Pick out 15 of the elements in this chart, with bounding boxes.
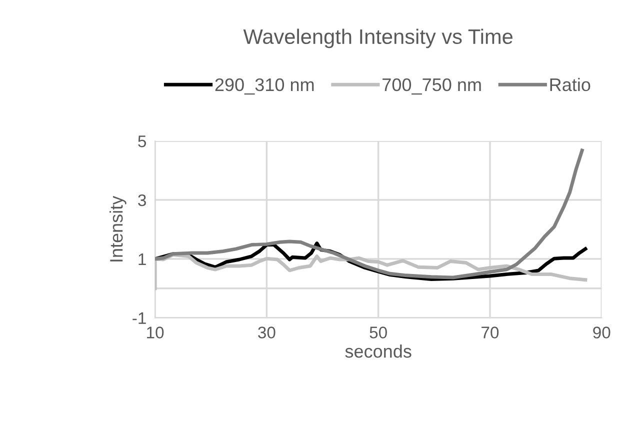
legend-label: 290_310 nm — [215, 78, 314, 95]
y-tick-label: 3 — [138, 194, 146, 206]
chart-title: Wavelength Intensity vs Time — [243, 28, 512, 48]
y-tick-label: -1 — [132, 312, 146, 324]
legend-label: Ratio — [550, 78, 590, 92]
x-axis-title: seconds — [345, 344, 412, 358]
y-tick-label: 1 — [138, 253, 146, 265]
legend-label: 700_750 nm — [382, 78, 481, 95]
x-tick-label: 30 — [258, 326, 276, 338]
x-tick-label: 50 — [370, 326, 387, 338]
y-axis-title: Intensity — [109, 196, 126, 262]
y-tick-label: 5 — [138, 136, 146, 148]
x-tick-label: 90 — [593, 326, 610, 338]
x-tick-label: 70 — [482, 326, 499, 338]
x-tick-label: 10 — [147, 326, 164, 338]
